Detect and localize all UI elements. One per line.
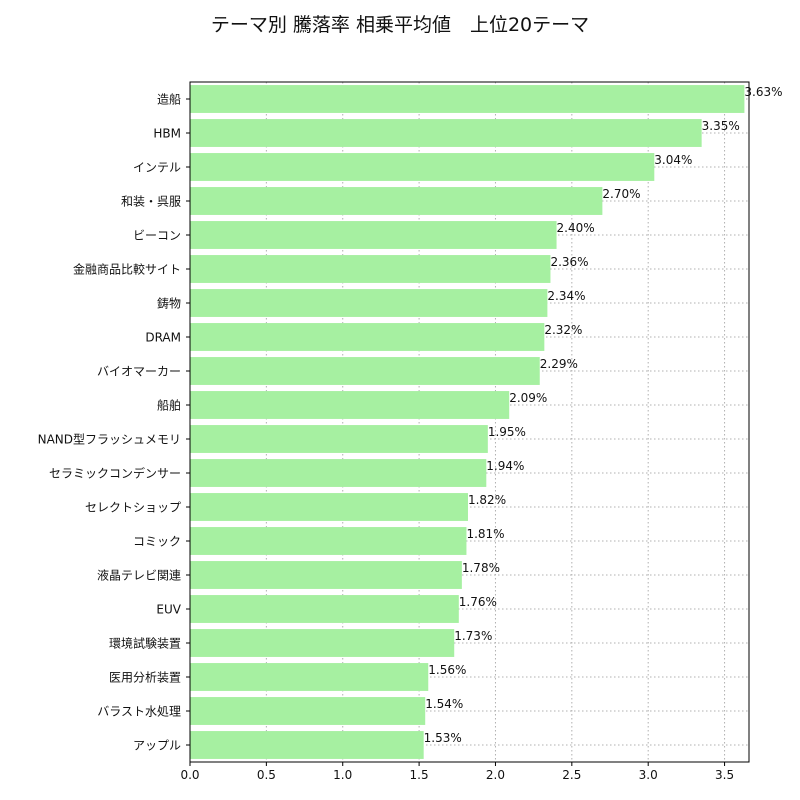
category-label: DRAM	[145, 331, 181, 345]
bar-value-label: 2.40%	[557, 221, 595, 235]
bar-value-label: 2.09%	[509, 391, 547, 405]
bar-value-label: 1.81%	[466, 527, 504, 541]
bar-value-label: 3.35%	[702, 119, 740, 133]
plot-frame	[189, 81, 750, 763]
bar	[190, 255, 551, 283]
x-tick-label: 0.5	[257, 768, 276, 782]
bar-value-label: 3.63%	[744, 85, 782, 99]
bar-value-label: 2.34%	[547, 289, 585, 303]
bar	[190, 187, 603, 215]
bar	[190, 289, 548, 317]
bar-value-label: 3.04%	[654, 153, 692, 167]
category-label: バラスト水処理	[97, 705, 181, 719]
category-label: 医用分析装置	[109, 671, 181, 685]
x-tick-label: 1.5	[410, 768, 429, 782]
x-tick-label: 2.0	[486, 768, 505, 782]
x-tick-label: 1.0	[333, 768, 352, 782]
bar	[190, 119, 702, 147]
bar	[190, 323, 545, 351]
bar-value-label: 2.29%	[540, 357, 578, 371]
category-label: 環境試験装置	[109, 636, 181, 651]
bars	[190, 85, 745, 759]
category-label: 和装・呉服	[121, 195, 181, 209]
bar-value-label: 1.82%	[468, 493, 506, 507]
bar-value-label: 2.70%	[602, 187, 640, 201]
bar	[190, 85, 745, 113]
bar-value-label: 1.78%	[462, 561, 500, 575]
category-label: バイオマーカー	[97, 365, 181, 379]
category-label: 液晶テレビ関連	[97, 568, 181, 583]
x-axis-ticks: 0.0 0.5 1.0 1.5 2.0 2.5 3.0 3.5	[180, 762, 734, 782]
category-label: NAND型フラッシュメモリ	[38, 433, 181, 447]
bar	[190, 425, 488, 453]
bar	[190, 731, 424, 759]
bar-value-label: 1.56%	[428, 663, 466, 677]
bar	[190, 221, 557, 249]
bar-value-label: 1.53%	[424, 731, 462, 745]
category-label: コミック	[133, 535, 181, 549]
bar-value-label: 2.36%	[550, 255, 588, 269]
category-label: 船舶	[157, 398, 181, 413]
bar-value-label: 1.76%	[459, 595, 497, 609]
chart-title: テーマ別 騰落率 相乗平均値 上位20テーマ	[210, 14, 590, 36]
category-label: セレクトショップ	[85, 501, 181, 515]
bar-value-label: 2.32%	[544, 323, 582, 337]
category-label: セラミックコンデンサー	[49, 466, 181, 481]
bar-value-label: 1.73%	[454, 629, 492, 643]
category-label: EUV	[156, 603, 181, 617]
category-label: HBM	[153, 127, 181, 141]
bar	[190, 391, 510, 419]
x-tick-label: 3.0	[639, 768, 658, 782]
bar	[190, 663, 429, 691]
bar-value-label: 1.54%	[425, 697, 463, 711]
bar	[190, 357, 540, 385]
category-label: ビーコン	[133, 229, 181, 243]
bar	[190, 561, 462, 589]
grid-lines	[189, 82, 749, 762]
x-tick-label: 0.0	[180, 768, 199, 782]
bar	[190, 459, 487, 487]
bar	[190, 527, 467, 555]
bar	[190, 493, 468, 521]
bar	[190, 629, 455, 657]
bar-value-label: 1.95%	[488, 425, 526, 439]
bar-value-label: 1.94%	[486, 459, 524, 473]
category-label: 鋳物	[157, 297, 181, 311]
x-tick-label: 2.5	[562, 768, 581, 782]
bar	[190, 697, 426, 725]
category-label: 造船	[157, 93, 181, 107]
bar	[190, 595, 459, 623]
bar	[190, 153, 655, 181]
data-labels: 3.63% 3.35% 3.04% 2.70% 2.40% 2.36% 2.34% 2.32%…	[424, 85, 783, 745]
category-label: 金融商品比較サイト	[73, 262, 181, 277]
x-tick-label: 3.5	[715, 768, 734, 782]
category-label: インテル	[133, 161, 181, 175]
category-label: アップル	[133, 739, 181, 753]
